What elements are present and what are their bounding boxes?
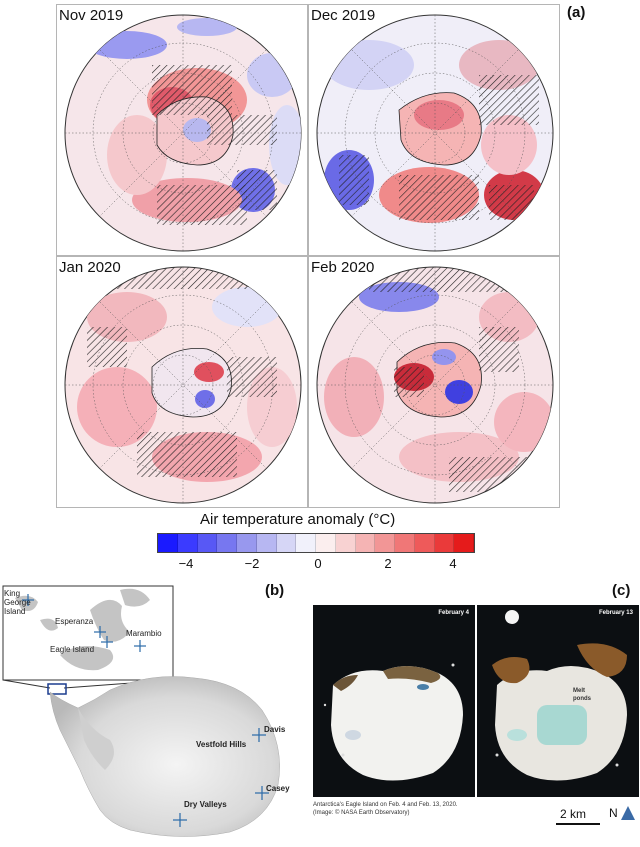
colorbar-tick: −2	[244, 556, 260, 571]
satellite-photo-feb-4: February 4	[313, 605, 475, 797]
label-casey: Casey	[266, 784, 290, 793]
photo-caption: Antarctica's Eagle Island on Feb. 4 and …	[313, 801, 458, 817]
colorbar-swatch	[237, 534, 257, 552]
colorbar-swatch	[355, 534, 376, 552]
colorbar-tick: 4	[449, 556, 457, 571]
colorbar-swatch	[177, 534, 198, 552]
colorbar-tick: 2	[384, 556, 392, 571]
colorbar-swatch	[375, 534, 395, 552]
colorbar-swatch	[454, 534, 474, 552]
colorbar-swatch	[296, 534, 316, 552]
colorbar-title: Air temperature anomaly (°C)	[200, 511, 396, 528]
map-title: Jan 2020	[59, 259, 121, 276]
antarctica-map	[0, 580, 300, 842]
colorbar-swatch	[217, 534, 237, 552]
colorbar-swatch	[395, 534, 415, 552]
label-king-george: King George Island	[4, 589, 31, 616]
label-vestfold-hills: Vestfold Hills	[196, 740, 247, 749]
photo-date: February 4	[438, 610, 469, 616]
colorbar-swatch	[276, 534, 297, 552]
polar-map-graphic	[316, 266, 554, 504]
colorbar	[157, 533, 475, 553]
eagle-island-photo	[492, 610, 627, 781]
colorbar-swatch	[256, 534, 277, 552]
north-label: N	[609, 806, 618, 820]
panel-c-label: (c)	[612, 582, 631, 599]
photo-date: February 13	[598, 610, 633, 616]
north-arrow-icon	[621, 806, 635, 820]
label-dry-valleys: Dry Valleys	[184, 800, 227, 809]
polar-map-graphic	[316, 14, 554, 252]
colorbar-swatch	[197, 534, 218, 552]
colorbar-swatch	[434, 534, 455, 552]
antarctica-map-graphic	[2, 585, 280, 837]
label-davis: Davis	[264, 725, 286, 734]
colorbar-swatch	[158, 534, 178, 552]
scale-bar-label: 2 km	[560, 807, 587, 821]
colorbar-swatch	[414, 534, 435, 552]
map-title: Nov 2019	[59, 7, 124, 24]
label-esperanza: Esperanza	[55, 617, 94, 626]
polar-map-graphic	[64, 266, 302, 504]
scale-bar	[556, 823, 600, 825]
label-eagle-island: Eagle Island	[50, 645, 95, 654]
panel-a-label: (a)	[567, 4, 586, 21]
map-jan-2020: Jan 2020	[56, 256, 308, 508]
eagle-island-photo	[323, 663, 463, 781]
caption-line-1: Antarctica's Eagle Island on Feb. 4 and …	[313, 802, 458, 808]
map-nov-2019: Nov 2019	[56, 4, 308, 256]
map-feb-2020: Feb 2020	[308, 256, 560, 508]
colorbar-tick: −4	[178, 556, 194, 571]
polar-map-graphic	[64, 14, 302, 252]
colorbar-tick: 0	[314, 556, 322, 571]
melt-ponds-label: Melt ponds	[573, 688, 591, 702]
caption-line-2: (Image: © NASA Earth Observatory)	[313, 810, 410, 816]
colorbar-swatch	[335, 534, 356, 552]
map-dec-2019: Dec 2019	[308, 4, 560, 256]
map-title: Feb 2020	[311, 259, 375, 276]
label-marambio: Marambio	[126, 629, 162, 638]
satellite-photo-feb-13: February 13 Melt ponds	[477, 605, 639, 797]
panel-b-label: (b)	[265, 582, 285, 599]
map-title: Dec 2019	[311, 7, 376, 24]
colorbar-swatch	[316, 534, 336, 552]
